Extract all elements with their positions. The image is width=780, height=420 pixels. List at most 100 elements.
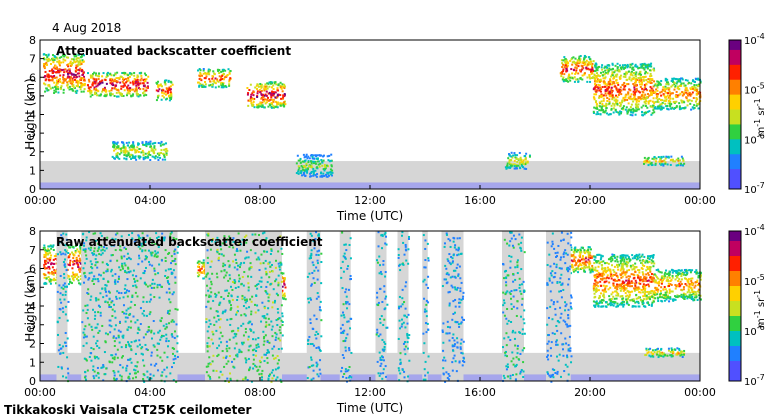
echo-pixel xyxy=(577,72,580,75)
echo-pixel xyxy=(327,165,330,168)
echo-pixel xyxy=(302,160,305,163)
echo-pixel xyxy=(674,85,677,88)
echo-pixel xyxy=(100,93,103,96)
echo-pixel xyxy=(583,72,586,75)
echo-pixel xyxy=(142,87,145,90)
colorbar-segment xyxy=(729,176,741,180)
echo-pixel xyxy=(655,281,658,284)
echo-pixel xyxy=(615,98,618,101)
echo-pixel xyxy=(145,89,148,92)
echo-pixel xyxy=(579,262,582,265)
echo-pixel xyxy=(641,111,644,114)
echo-pixel xyxy=(680,77,683,80)
echo-pixel xyxy=(609,113,612,116)
cloud-echo xyxy=(653,268,702,303)
echo-pixel xyxy=(697,83,700,86)
echo-pixel xyxy=(664,96,667,99)
echo-pixel xyxy=(653,111,656,114)
echo-pixel xyxy=(635,293,638,296)
x-tick-label: 00:00 xyxy=(24,194,56,207)
echo-pixel xyxy=(52,70,55,73)
echo-pixel xyxy=(619,110,622,113)
echo-pixel xyxy=(677,79,680,82)
echo-pixel xyxy=(252,98,255,101)
echo-pixel xyxy=(589,270,592,273)
echo-pixel xyxy=(68,70,71,73)
echo-pixel xyxy=(597,289,600,292)
echo-pixel xyxy=(642,302,645,305)
echo-pixel xyxy=(222,68,225,71)
echo-pixel xyxy=(611,94,614,97)
echo-pixel xyxy=(571,57,574,60)
echo-pixel xyxy=(49,79,52,82)
echo-pixel xyxy=(602,284,605,287)
echo-pixel xyxy=(680,155,683,158)
echo-pixel xyxy=(594,69,597,72)
echo-pixel xyxy=(164,148,167,151)
echo-pixel xyxy=(52,244,55,247)
echo-pixel xyxy=(122,141,125,144)
echo-pixel xyxy=(75,69,78,72)
echo-pixel xyxy=(691,106,694,109)
colorbar-segment xyxy=(729,164,741,168)
echo-pixel xyxy=(78,260,81,263)
echo-pixel xyxy=(604,71,607,74)
echo-pixel xyxy=(581,257,584,260)
echo-pixel xyxy=(669,270,672,273)
echo-pixel xyxy=(561,78,564,81)
echo-pixel xyxy=(592,60,595,63)
echo-pixel xyxy=(47,249,50,252)
echo-pixel xyxy=(74,70,77,73)
echo-pixel xyxy=(654,286,657,289)
echo-pixel xyxy=(573,80,576,83)
colorbar-segment xyxy=(729,87,741,91)
echo-pixel xyxy=(646,110,649,113)
echo-pixel xyxy=(697,77,700,80)
echo-pixel xyxy=(633,84,636,87)
echo-pixel xyxy=(123,89,126,92)
echo-pixel xyxy=(514,156,517,159)
echo-pixel xyxy=(75,84,78,87)
echo-pixel xyxy=(52,271,55,274)
echo-pixel xyxy=(62,61,65,64)
echo-pixel xyxy=(651,294,654,297)
echo-pixel xyxy=(163,92,166,95)
echo-pixel xyxy=(635,266,638,269)
echo-pixel xyxy=(649,276,652,279)
echo-pixel xyxy=(81,74,84,77)
echo-pixel xyxy=(69,77,72,80)
echo-pixel xyxy=(663,99,666,102)
echo-pixel xyxy=(592,286,595,289)
echo-pixel xyxy=(313,160,316,163)
y-tick-label: 6 xyxy=(29,71,36,84)
echo-pixel xyxy=(70,282,73,285)
echo-pixel xyxy=(626,298,629,301)
echo-pixel xyxy=(57,91,60,94)
echo-pixel xyxy=(45,87,48,90)
echo-pixel xyxy=(114,73,117,76)
echo-pixel xyxy=(277,89,280,92)
echo-pixel xyxy=(69,71,72,74)
echo-pixel xyxy=(587,251,590,254)
echo-pixel xyxy=(688,294,691,297)
echo-pixel xyxy=(224,84,227,87)
echo-pixel xyxy=(95,87,98,90)
echo-pixel xyxy=(111,82,114,85)
echo-pixel xyxy=(677,269,680,272)
echo-pixel xyxy=(127,79,130,82)
echo-pixel xyxy=(220,70,223,73)
echo-pixel xyxy=(598,96,601,99)
echo-pixel xyxy=(50,245,53,248)
echo-pixel xyxy=(55,84,58,87)
echo-pixel xyxy=(592,287,595,290)
echo-pixel xyxy=(53,279,56,282)
echo-pixel xyxy=(643,156,646,159)
echo-pixel xyxy=(599,105,602,108)
echo-pixel xyxy=(659,83,662,86)
echo-pixel xyxy=(595,290,598,293)
echo-pixel xyxy=(580,258,583,261)
echo-pixel xyxy=(634,98,637,101)
echo-pixel xyxy=(631,111,634,114)
echo-pixel xyxy=(74,74,77,77)
echo-pixel xyxy=(563,56,566,59)
